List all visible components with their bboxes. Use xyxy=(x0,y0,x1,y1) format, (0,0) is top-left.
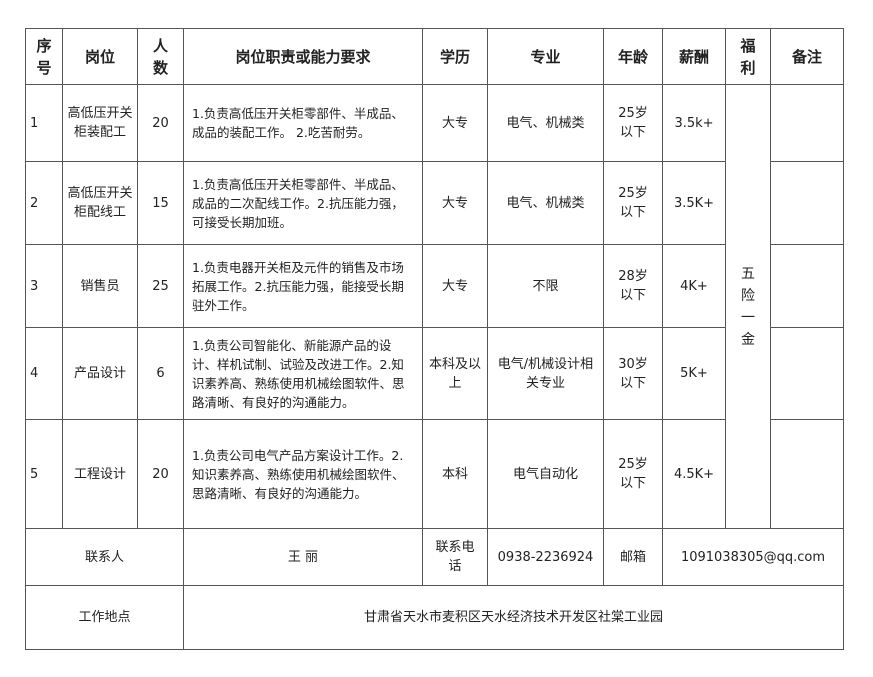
table-row: 2 高低压开关柜配线工 15 1.负责高低压开关柜零部件、半成品、成品的二次配线… xyxy=(25,161,844,245)
row-edu: 大专 xyxy=(422,244,488,328)
row-note xyxy=(770,419,844,529)
row-no: 4 xyxy=(25,327,63,420)
phone-value: 0938-2236924 xyxy=(487,528,604,586)
row-count: 20 xyxy=(137,84,184,162)
row-age: 28岁以下 xyxy=(603,244,663,328)
row-duty: 1.负责电器开关柜及元件的销售及市场拓展工作。2.抗压能力强，能接受长期驻外工作… xyxy=(183,244,423,328)
header-row: 序号 岗位 人数 岗位职责或能力要求 学历 专业 年龄 薪酬 福利 备注 xyxy=(25,28,844,85)
row-note xyxy=(770,161,844,245)
row-duty: 1.负责公司智能化、新能源产品的设计、样机试制、试验及改进工作。2.知识素养高、… xyxy=(183,327,423,420)
row-edu: 本科 xyxy=(422,419,488,529)
row-position: 高低压开关柜配线工 xyxy=(62,161,138,245)
row-major: 电气自动化 xyxy=(487,419,604,529)
header-welfare: 福利 xyxy=(725,28,771,85)
row-age: 25岁以下 xyxy=(603,84,663,162)
header-age: 年龄 xyxy=(603,28,663,85)
row-major: 电气、机械类 xyxy=(487,84,604,162)
row-position: 产品设计 xyxy=(62,327,138,420)
row-no: 3 xyxy=(25,244,63,328)
phone-label: 联系电话 xyxy=(422,528,488,586)
contact-label: 联系人 xyxy=(25,528,184,586)
row-salary: 3.5K+ xyxy=(662,161,726,245)
header-edu: 学历 xyxy=(422,28,488,85)
row-major: 不限 xyxy=(487,244,604,328)
email-value: 1091038305@qq.com xyxy=(662,528,844,586)
table-row: 1 高低压开关柜装配工 20 1.负责高低压开关柜零部件、半成品、成品的装配工作… xyxy=(25,84,844,529)
row-no: 5 xyxy=(25,419,63,529)
header-duty: 岗位职责或能力要求 xyxy=(183,28,423,85)
email-label: 邮箱 xyxy=(603,528,663,586)
contact-row: 联系人 王 丽 联系电话 0938-2236924 邮箱 1091038305@… xyxy=(25,528,844,586)
row-count: 20 xyxy=(137,419,184,529)
table-row: 4 产品设计 6 1.负责公司智能化、新能源产品的设计、样机试制、试验及改进工作… xyxy=(25,327,844,420)
header-count: 人数 xyxy=(137,28,184,85)
row-note xyxy=(770,327,844,420)
location-label: 工作地点 xyxy=(25,585,184,650)
row-note xyxy=(770,84,844,162)
row-count: 6 xyxy=(137,327,184,420)
table-row: 3 销售员 25 1.负责电器开关柜及元件的销售及市场拓展工作。2.抗压能力强，… xyxy=(25,244,844,328)
row-position: 销售员 xyxy=(62,244,138,328)
header-salary: 薪酬 xyxy=(662,28,726,85)
row-duty: 1.负责高低压开关柜零部件、半成品、成品的装配工作。 2.吃苦耐劳。 xyxy=(183,84,423,162)
row-age: 30岁以下 xyxy=(603,327,663,420)
row-salary: 3.5k+ xyxy=(662,84,726,162)
row-count: 25 xyxy=(137,244,184,328)
row-duty: 1.负责公司电气产品方案设计工作。2.知识素养高、熟练使用机械绘图软件、思路清晰… xyxy=(183,419,423,529)
table-row: 5 工程设计 20 1.负责公司电气产品方案设计工作。2.知识素养高、熟练使用机… xyxy=(25,419,844,529)
row-count: 15 xyxy=(137,161,184,245)
row-major: 电气、机械类 xyxy=(487,161,604,245)
location-address: 甘肃省天水市麦积区天水经济技术开发区社棠工业园 xyxy=(183,585,844,650)
row-salary: 5K+ xyxy=(662,327,726,420)
row-position: 工程设计 xyxy=(62,419,138,529)
welfare-cell: 五险一金 xyxy=(725,84,771,529)
row-age: 25岁以下 xyxy=(603,419,663,529)
row-edu: 本科及以上 xyxy=(422,327,488,420)
row-edu: 大专 xyxy=(422,84,488,162)
header-position: 岗位 xyxy=(62,28,138,85)
contact-name: 王 丽 xyxy=(183,528,423,586)
row-edu: 大专 xyxy=(422,161,488,245)
location-row: 工作地点 甘肃省天水市麦积区天水经济技术开发区社棠工业园 xyxy=(25,585,844,650)
row-salary: 4K+ xyxy=(662,244,726,328)
row-duty: 1.负责高低压开关柜零部件、半成品、成品的二次配线工作。2.抗压能力强，可接受长… xyxy=(183,161,423,245)
row-note xyxy=(770,244,844,328)
header-note: 备注 xyxy=(770,28,844,85)
row-major: 电气/机械设计相关专业 xyxy=(487,327,604,420)
row-age: 25岁以下 xyxy=(603,161,663,245)
row-position: 高低压开关柜装配工 xyxy=(62,84,138,162)
row-no: 1 xyxy=(25,84,63,162)
recruitment-table: 序号 岗位 人数 岗位职责或能力要求 学历 专业 年龄 薪酬 福利 备注 1 高… xyxy=(25,28,844,650)
row-salary: 4.5K+ xyxy=(662,419,726,529)
row-no: 2 xyxy=(25,161,63,245)
header-no: 序号 xyxy=(25,28,63,85)
header-major: 专业 xyxy=(487,28,604,85)
